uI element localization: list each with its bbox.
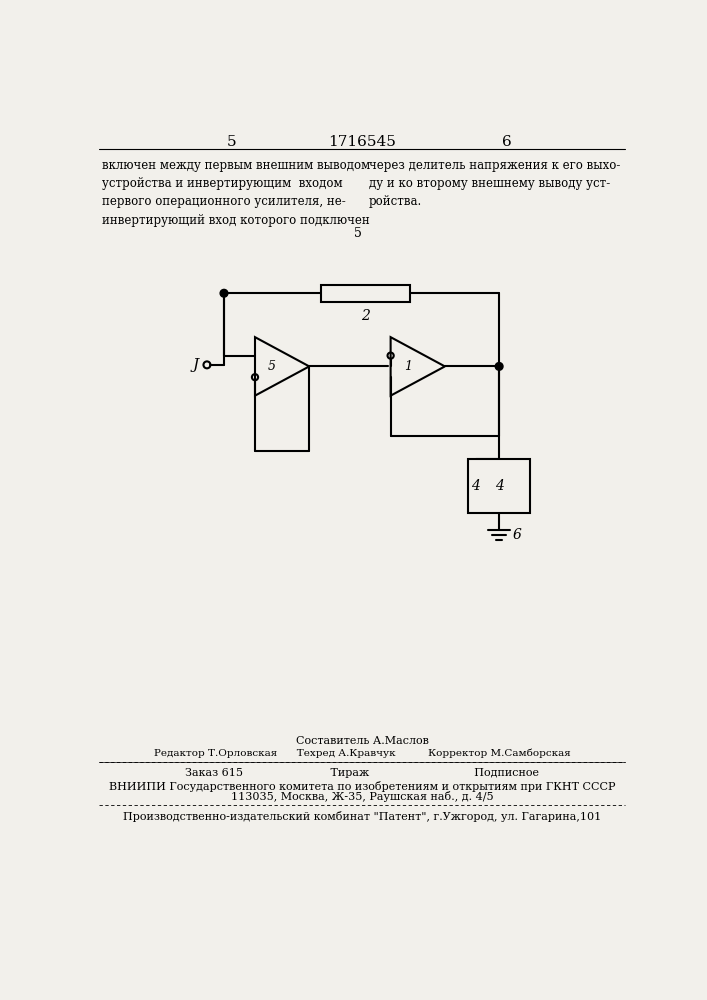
Text: 5: 5 xyxy=(354,227,362,240)
Bar xyxy=(468,459,530,513)
Text: 6: 6 xyxy=(513,528,522,542)
Text: 113035, Москва, Ж-35, Раушская наб., д. 4/5: 113035, Москва, Ж-35, Раушская наб., д. … xyxy=(230,791,493,802)
Text: 1: 1 xyxy=(404,360,411,373)
Circle shape xyxy=(495,363,503,370)
Bar xyxy=(321,285,410,302)
Text: 6: 6 xyxy=(502,135,512,149)
Text: 5: 5 xyxy=(268,360,276,373)
Text: Составитель А.Маслов: Составитель А.Маслов xyxy=(296,736,428,746)
Text: Заказ 615                         Тираж                              Подписное: Заказ 615 Тираж Подписное xyxy=(185,768,539,778)
Text: 2: 2 xyxy=(361,309,370,323)
Text: J: J xyxy=(192,358,199,372)
Circle shape xyxy=(220,289,228,297)
Text: 1716545: 1716545 xyxy=(328,135,396,149)
Text: ВНИИПИ Государственного комитета по изобретениям и открытиям при ГКНТ СССР: ВНИИПИ Государственного комитета по изоб… xyxy=(109,781,615,792)
Text: включен между первым внешним выводом
устройства и инвертирующим  входом
первого : включен между первым внешним выводом уст… xyxy=(103,158,370,227)
Text: 4: 4 xyxy=(495,479,503,493)
Text: 5: 5 xyxy=(227,135,237,149)
Text: 4: 4 xyxy=(472,479,480,493)
Text: через делитель напряжения к его выхо-
ду и ко второму внешнему выводу уст-
ройст: через делитель напряжения к его выхо- ду… xyxy=(369,158,620,209)
Text: Производственно-издательский комбинат "Патент", г.Ужгород, ул. Гагарина,101: Производственно-издательский комбинат "П… xyxy=(123,811,601,822)
Text: Редактор Т.Орловская      Техред А.Кравчук          Корректор М.Самборская: Редактор Т.Орловская Техред А.Кравчук Ко… xyxy=(153,748,571,758)
